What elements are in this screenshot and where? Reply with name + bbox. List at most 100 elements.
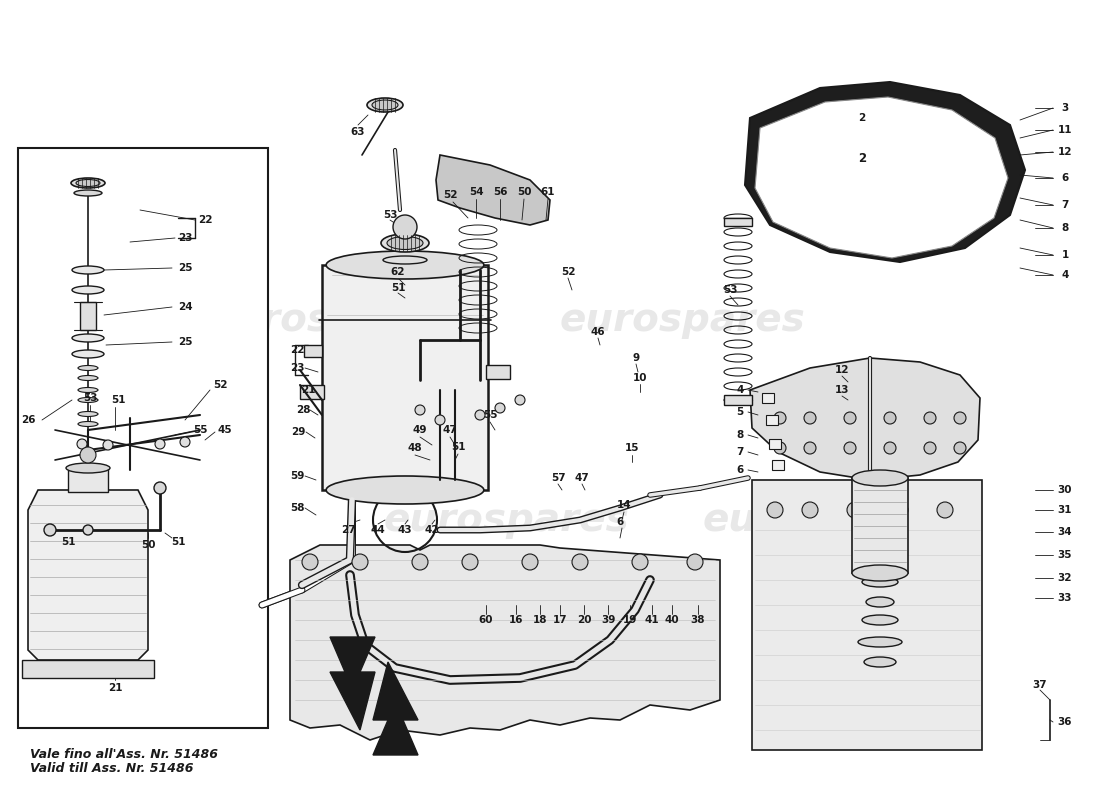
Circle shape bbox=[77, 439, 87, 449]
Ellipse shape bbox=[78, 366, 98, 370]
Text: 47: 47 bbox=[574, 473, 590, 483]
Ellipse shape bbox=[866, 597, 894, 607]
Bar bbox=[769, 439, 781, 449]
Bar bbox=[762, 393, 774, 403]
Polygon shape bbox=[373, 662, 418, 755]
Ellipse shape bbox=[72, 178, 104, 188]
Circle shape bbox=[522, 554, 538, 570]
Polygon shape bbox=[750, 358, 980, 480]
Text: 59: 59 bbox=[289, 471, 305, 481]
Text: 37: 37 bbox=[1033, 680, 1047, 690]
Text: 23: 23 bbox=[289, 363, 305, 373]
Circle shape bbox=[44, 524, 56, 536]
Polygon shape bbox=[330, 637, 375, 730]
Ellipse shape bbox=[852, 565, 907, 581]
Text: 7: 7 bbox=[1062, 200, 1069, 210]
Text: 13: 13 bbox=[835, 385, 849, 395]
Text: 40: 40 bbox=[664, 615, 680, 625]
Circle shape bbox=[954, 442, 966, 454]
Circle shape bbox=[412, 554, 428, 570]
Text: 7: 7 bbox=[736, 447, 744, 457]
Polygon shape bbox=[290, 545, 720, 740]
Text: 28: 28 bbox=[296, 405, 310, 415]
Text: 27: 27 bbox=[341, 525, 355, 535]
Circle shape bbox=[884, 412, 896, 424]
Bar bbox=[18, 148, 268, 728]
Ellipse shape bbox=[864, 657, 896, 667]
Text: 51: 51 bbox=[390, 283, 405, 293]
Text: 63: 63 bbox=[351, 127, 365, 137]
Polygon shape bbox=[28, 490, 148, 660]
Circle shape bbox=[844, 412, 856, 424]
Ellipse shape bbox=[78, 411, 98, 417]
Text: 36: 36 bbox=[1058, 717, 1072, 727]
Text: 12: 12 bbox=[835, 365, 849, 375]
Text: 51: 51 bbox=[111, 395, 125, 405]
Text: 48: 48 bbox=[408, 443, 422, 453]
Text: 4: 4 bbox=[1062, 270, 1069, 280]
Circle shape bbox=[393, 215, 417, 239]
Ellipse shape bbox=[72, 266, 104, 274]
Ellipse shape bbox=[76, 179, 100, 186]
Ellipse shape bbox=[387, 237, 424, 250]
Text: 41: 41 bbox=[645, 615, 659, 625]
Ellipse shape bbox=[72, 286, 104, 294]
Text: 6: 6 bbox=[1062, 173, 1068, 183]
Text: 50: 50 bbox=[517, 187, 531, 197]
Circle shape bbox=[937, 502, 953, 518]
Text: 56: 56 bbox=[493, 187, 507, 197]
Text: 38: 38 bbox=[691, 615, 705, 625]
Bar bbox=[304, 345, 322, 357]
Text: 46: 46 bbox=[591, 327, 605, 337]
Text: 12: 12 bbox=[1058, 147, 1072, 157]
Text: 43: 43 bbox=[398, 525, 412, 535]
Text: 26: 26 bbox=[21, 415, 35, 425]
Text: 34: 34 bbox=[1058, 527, 1072, 537]
Text: 1: 1 bbox=[1062, 250, 1068, 260]
Text: 51: 51 bbox=[60, 537, 75, 547]
Circle shape bbox=[844, 442, 856, 454]
Bar bbox=[752, 480, 982, 750]
Text: 53: 53 bbox=[723, 285, 737, 295]
Text: 25: 25 bbox=[178, 263, 192, 273]
Text: 8: 8 bbox=[736, 430, 744, 440]
Text: 60: 60 bbox=[478, 615, 493, 625]
Circle shape bbox=[154, 482, 166, 494]
Circle shape bbox=[804, 412, 816, 424]
Ellipse shape bbox=[78, 422, 98, 426]
Ellipse shape bbox=[78, 398, 98, 402]
Text: 49: 49 bbox=[412, 425, 427, 435]
Text: 14: 14 bbox=[617, 500, 631, 510]
Text: eurospares: eurospares bbox=[702, 501, 948, 539]
Ellipse shape bbox=[862, 615, 898, 625]
Text: 2: 2 bbox=[858, 113, 866, 123]
Text: 62: 62 bbox=[390, 267, 405, 277]
Bar bbox=[724, 218, 752, 226]
Text: eurospares: eurospares bbox=[559, 301, 805, 339]
Text: eurospares: eurospares bbox=[207, 301, 453, 339]
Text: 53: 53 bbox=[82, 393, 97, 403]
Text: 33: 33 bbox=[1058, 593, 1072, 603]
Text: 8: 8 bbox=[1062, 223, 1068, 233]
Text: 22: 22 bbox=[198, 215, 212, 225]
Text: 9: 9 bbox=[632, 353, 639, 363]
Circle shape bbox=[774, 442, 786, 454]
Text: 20: 20 bbox=[576, 615, 592, 625]
Ellipse shape bbox=[326, 476, 484, 504]
Circle shape bbox=[352, 554, 368, 570]
Text: 5: 5 bbox=[736, 407, 744, 417]
Circle shape bbox=[767, 502, 783, 518]
Circle shape bbox=[802, 502, 818, 518]
Bar bbox=[68, 468, 108, 492]
Text: Valid till Ass. Nr. 51486: Valid till Ass. Nr. 51486 bbox=[30, 762, 194, 775]
Circle shape bbox=[572, 554, 588, 570]
Text: 15: 15 bbox=[625, 443, 639, 453]
Circle shape bbox=[103, 440, 113, 450]
Ellipse shape bbox=[858, 637, 902, 647]
Text: 31: 31 bbox=[1058, 505, 1072, 515]
Circle shape bbox=[462, 554, 478, 570]
Text: 61: 61 bbox=[541, 187, 556, 197]
Bar bbox=[300, 385, 324, 399]
Circle shape bbox=[954, 412, 966, 424]
Ellipse shape bbox=[367, 98, 403, 112]
